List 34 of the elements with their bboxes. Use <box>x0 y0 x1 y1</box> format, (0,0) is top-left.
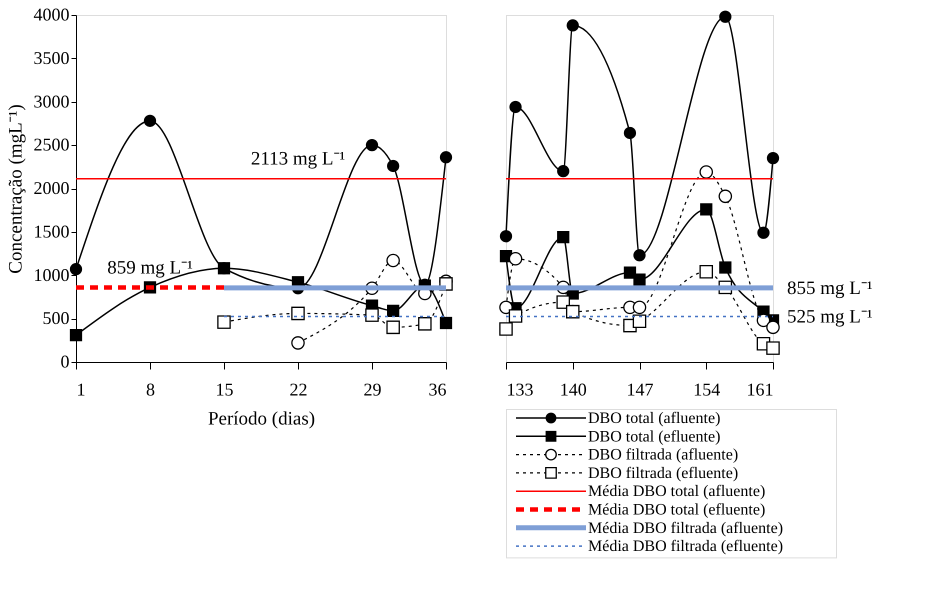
x-tick-label: 36 <box>428 380 446 400</box>
annotation: 2113 mg L⁻¹ <box>250 148 346 170</box>
y-tick-label: 4000 <box>34 4 70 24</box>
x-tick-label: 15 <box>216 380 234 400</box>
legend-label: DBO total (efluente) <box>588 428 720 446</box>
annotation: 525 mg L⁻¹ <box>787 306 873 328</box>
y-tick-label: 1500 <box>34 221 70 242</box>
x-axis-title: Período (dias) <box>208 408 316 430</box>
legend-label: Média DBO filtrada (efluente) <box>588 538 784 556</box>
x-tick-label: 22 <box>290 380 308 400</box>
y-tick-label: 2500 <box>34 134 70 155</box>
annotation: 855 mg L⁻¹ <box>787 278 873 299</box>
x-tick-label: 1 <box>76 380 86 400</box>
annotation: 859 mg L⁻¹ <box>107 257 194 278</box>
legend-label: Média DBO filtrada (afluente) <box>588 520 784 537</box>
y-tick-label: 3000 <box>34 91 70 112</box>
y-axis-title: Concentração (mgL⁻¹) <box>6 104 26 274</box>
x-tick-label: 140 <box>560 380 587 400</box>
y-tick-label: 3500 <box>34 48 70 68</box>
y-tick-label: 2000 <box>34 178 70 198</box>
legend-label: Média DBO total (afluente) <box>588 483 766 500</box>
y-tick-label: 1000 <box>34 264 70 285</box>
x-tick-label: 154 <box>693 380 720 400</box>
legend-label: DBO filtrada (efluente) <box>588 464 738 482</box>
legend-label: DBO filtrada (afluente) <box>588 446 738 464</box>
x-tick-label: 8 <box>146 380 155 400</box>
x-tick-label: 161 <box>746 380 774 400</box>
x-tick-label: 29 <box>364 380 382 400</box>
legend-label: Média DBO total (efluente) <box>588 502 766 518</box>
x-tick-label: 147 <box>626 380 654 400</box>
legend-label: DBO total (afluente) <box>588 410 720 427</box>
y-tick-label: 0 <box>60 352 70 372</box>
y-tick-label: 500 <box>42 308 70 328</box>
x-tick-label: 133 <box>506 380 534 400</box>
